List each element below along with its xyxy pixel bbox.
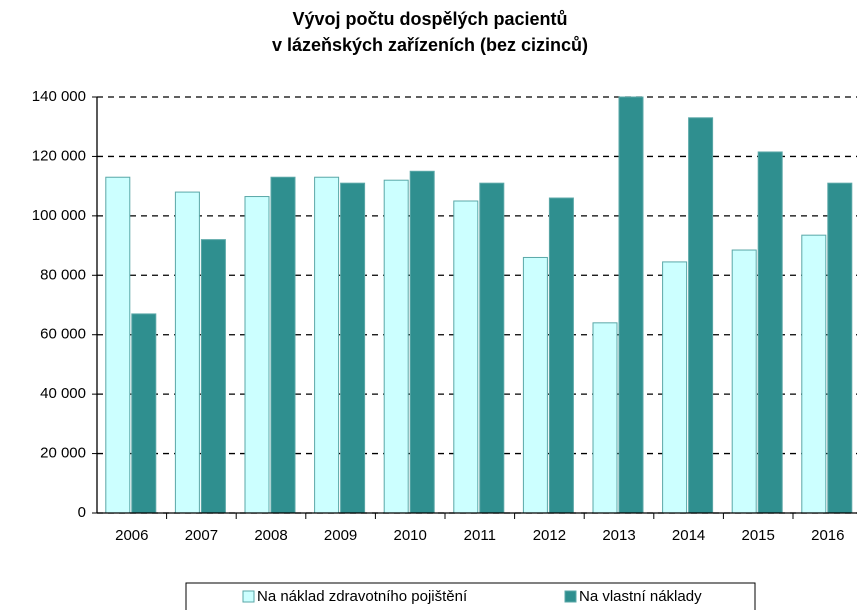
bar	[244, 196, 270, 514]
bar	[592, 322, 618, 514]
bar	[340, 182, 366, 514]
bar	[618, 96, 644, 514]
x-tick-label: 2014	[672, 527, 705, 544]
bar	[409, 170, 435, 514]
bar	[479, 182, 505, 514]
x-tick-label: 2016	[811, 527, 844, 544]
y-tick-label: 80 000	[40, 266, 86, 283]
bar	[200, 239, 226, 514]
legend-label: Na náklad zdravotního pojištění	[257, 588, 468, 605]
legend-label: Na vlastní náklady	[579, 588, 702, 605]
y-tick-label: 140 000	[32, 88, 86, 105]
y-tick-label: 20 000	[40, 445, 86, 462]
legend-swatch	[242, 590, 255, 603]
x-tick-label: 2011	[464, 527, 496, 544]
x-tick-label: 2007	[185, 527, 218, 544]
x-tick-label: 2015	[742, 527, 775, 544]
bar	[548, 197, 574, 514]
bar	[827, 182, 853, 514]
x-tick-label: 2008	[254, 527, 287, 544]
bar	[522, 256, 548, 514]
bar	[688, 117, 714, 514]
bar	[174, 191, 200, 514]
x-tick-label: 2013	[602, 527, 635, 544]
y-tick-label: 40 000	[40, 385, 86, 402]
bar	[453, 200, 479, 514]
bar	[131, 313, 157, 514]
chart-title: v lázeňských zařízeních (bez cizinců)	[272, 35, 588, 55]
x-tick-label: 2006	[115, 527, 148, 544]
bar	[801, 234, 827, 514]
y-tick-label: 0	[78, 504, 86, 521]
x-tick-label: 2009	[324, 527, 357, 544]
chart-title: Vývoj počtu dospělých pacientů	[292, 9, 567, 29]
legend-box	[185, 582, 756, 610]
bar	[105, 176, 131, 514]
bar	[731, 249, 757, 514]
x-tick-label: 2010	[394, 527, 427, 544]
y-tick-label: 100 000	[32, 207, 86, 224]
bar	[270, 176, 296, 514]
bar	[383, 179, 409, 514]
y-tick-label: 60 000	[40, 326, 86, 343]
legend-swatch	[564, 590, 577, 603]
y-tick-label: 120 000	[32, 147, 86, 164]
bar	[662, 261, 688, 514]
bar	[757, 151, 783, 514]
bar	[314, 176, 340, 514]
x-tick-label: 2012	[533, 527, 566, 544]
